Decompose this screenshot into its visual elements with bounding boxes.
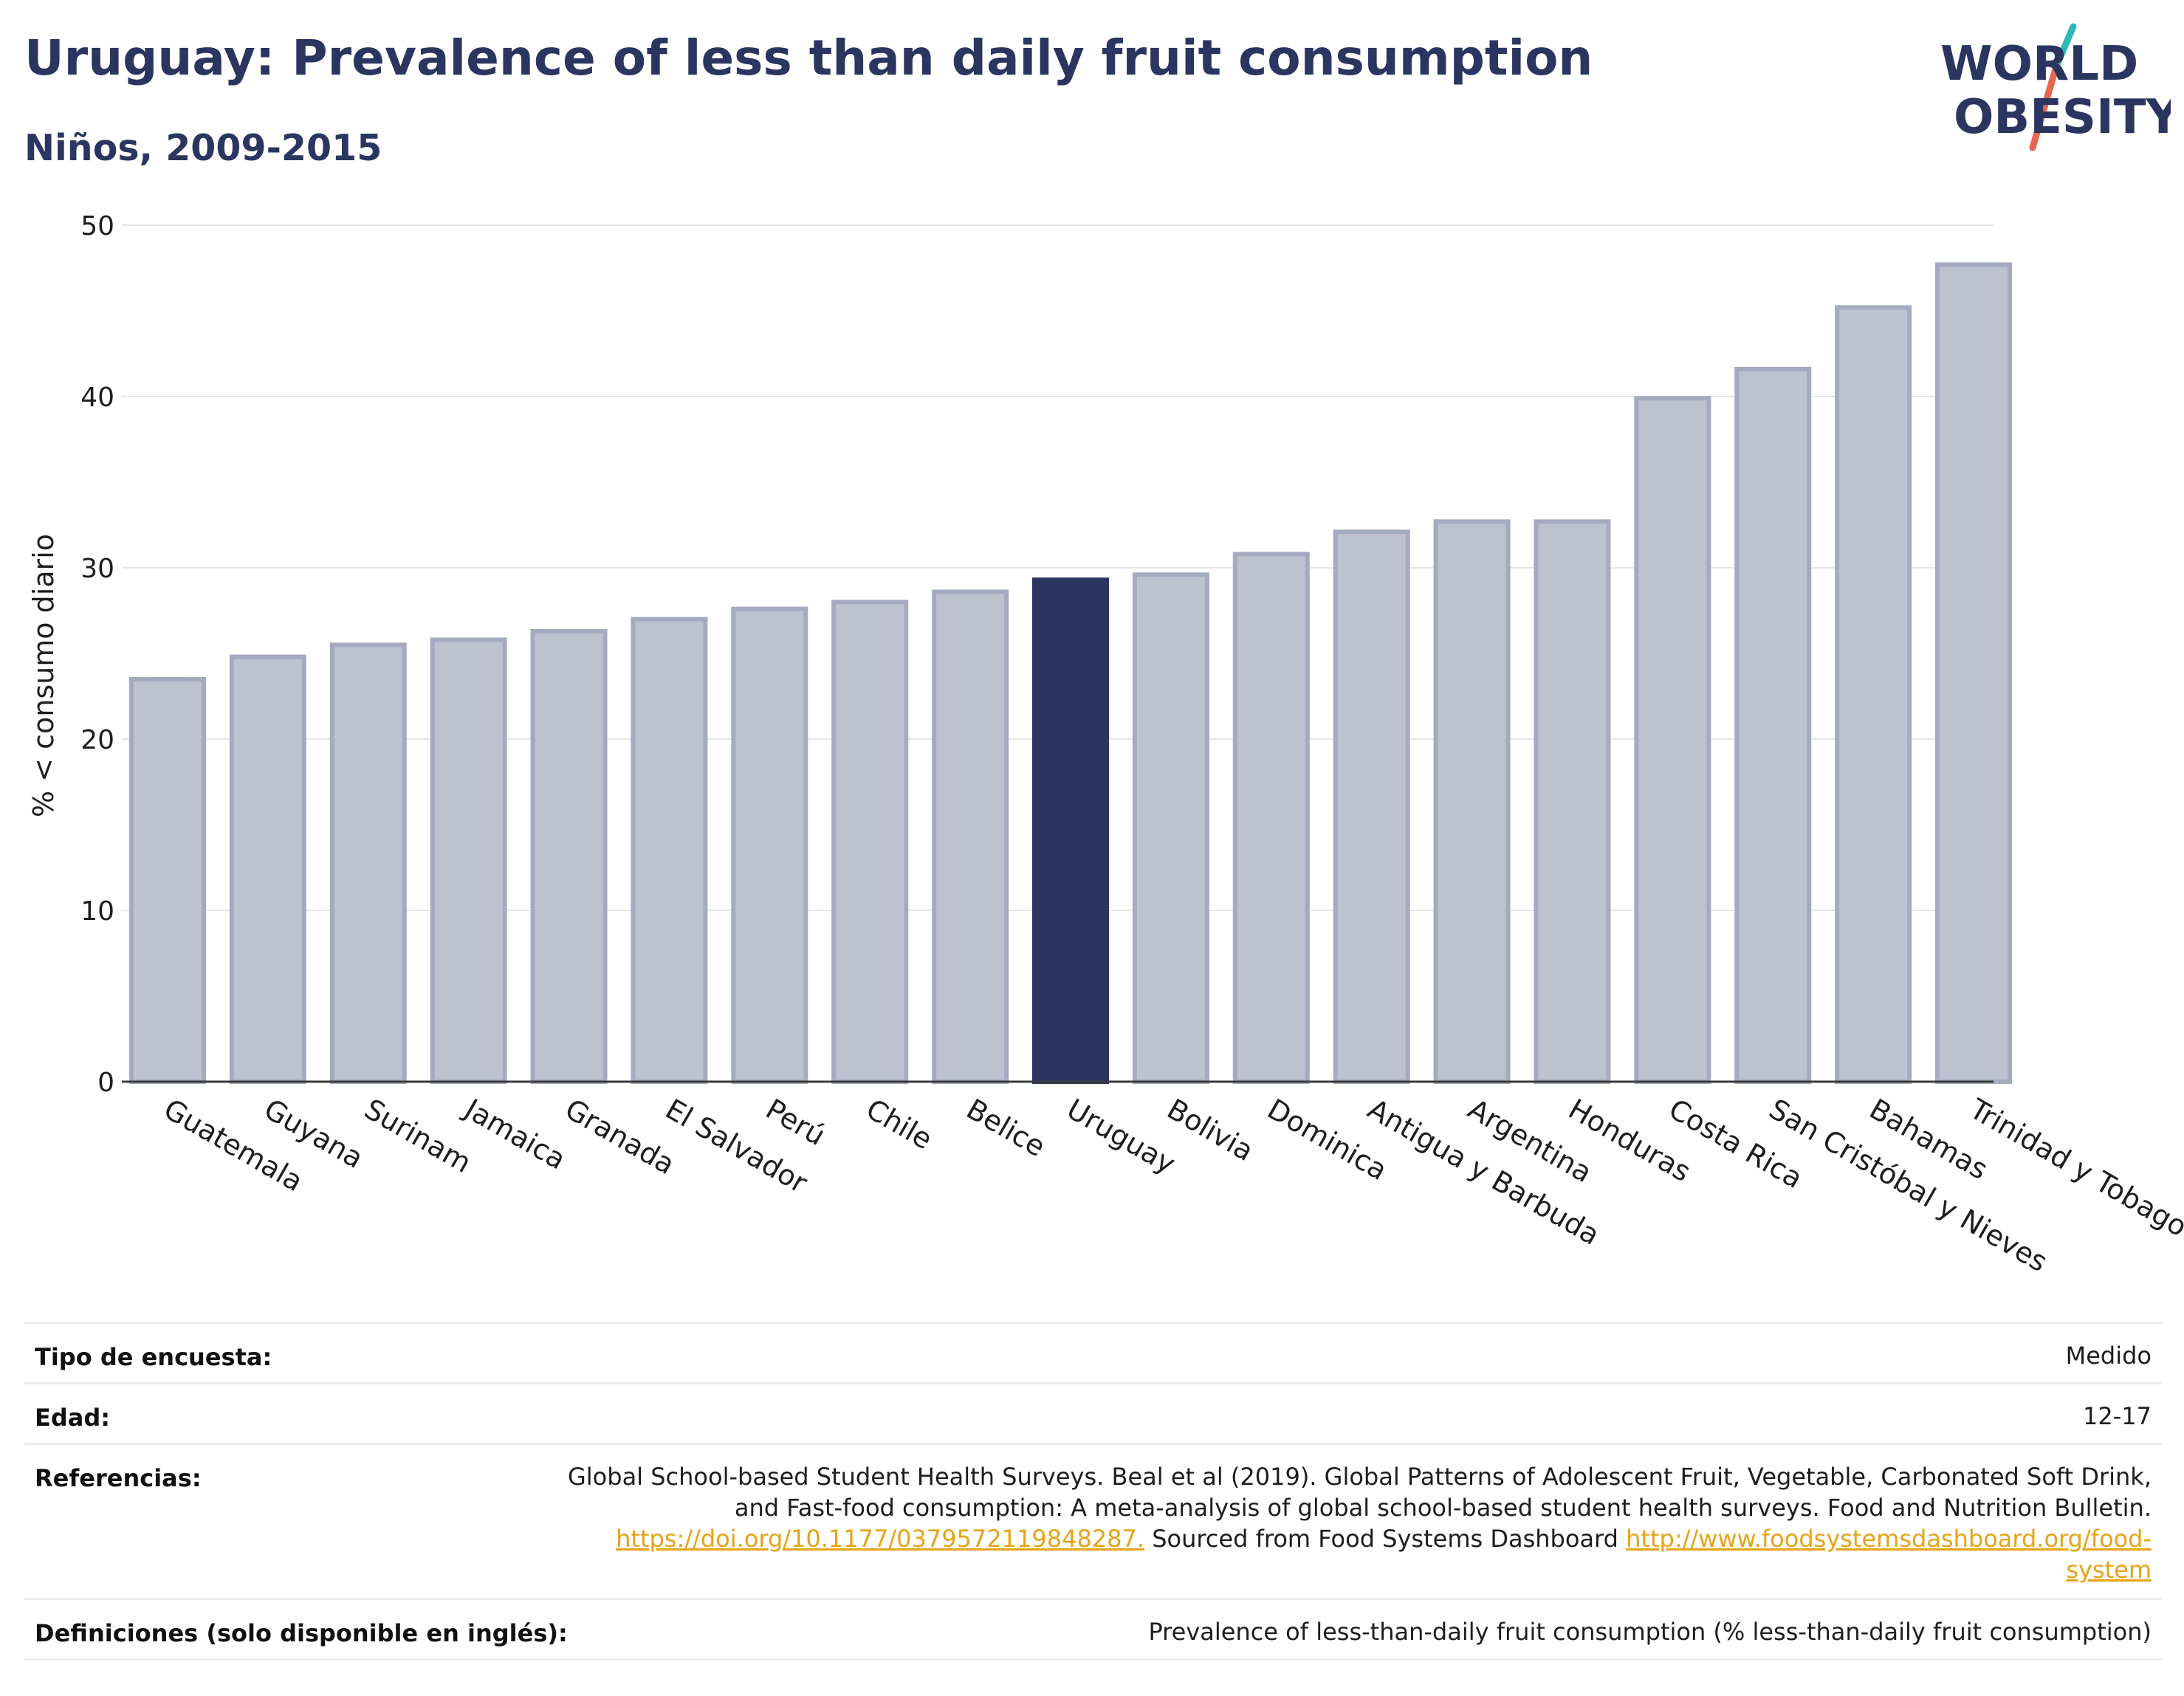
bar-trinidad-y-tobago — [1935, 262, 2012, 1084]
references-line3: https://doi.org/10.1177/0379572119848287… — [453, 1523, 2152, 1554]
bar-surinam — [329, 642, 407, 1084]
x-tick-label: Perú — [760, 1093, 831, 1152]
info-label: Tipo de encuesta: — [35, 1343, 272, 1371]
y-tick-label: 40 — [80, 382, 114, 413]
info-row-references: Referencias: Global School-based Student… — [24, 1443, 2162, 1600]
y-tick-label: 0 — [97, 1068, 114, 1098]
x-tick-label: Jamaica — [458, 1092, 571, 1176]
bar-guyana — [229, 654, 306, 1084]
references-line1: Global School-based Student Health Surve… — [567, 1463, 2152, 1491]
bar-belice — [932, 589, 1009, 1084]
bar-antigua-y-barbuda — [1333, 529, 1410, 1084]
doi-link[interactable]: https://doi.org/10.1177/0379572119848287… — [616, 1525, 1145, 1553]
bar-argentina — [1433, 519, 1511, 1084]
references-value: Global School-based Student Health Surve… — [453, 1461, 2152, 1585]
info-row-age: Edad: 12-17 — [24, 1382, 2162, 1445]
info-value: 12-17 — [2083, 1402, 2152, 1430]
bar-per- — [731, 606, 808, 1084]
bar-honduras — [1534, 519, 1611, 1084]
bar-guatemala — [129, 676, 206, 1084]
bar-costa-rica — [1634, 396, 1711, 1084]
dashboard-link[interactable]: http://www.foodsystemsdashboard.org/food… — [1626, 1525, 2152, 1553]
y-tick-labels: 0 10 20 30 40 50 — [80, 211, 114, 1098]
info-row-survey-type: Tipo de encuesta: Medido — [24, 1322, 2162, 1384]
logo-line2: OBESITY — [1954, 90, 2171, 145]
y-tick-label: 20 — [80, 725, 114, 755]
x-tick-label: Granada — [560, 1093, 680, 1181]
bar-chile — [831, 600, 909, 1084]
dashboard-link-cont[interactable]: system — [2066, 1556, 2152, 1584]
bar-san-crist-bal-y-nieves — [1734, 366, 1812, 1084]
bars — [129, 262, 2012, 1084]
page-subtitle: Niños, 2009-2015 — [24, 127, 382, 169]
bar-bolivia — [1132, 572, 1209, 1084]
bar-dominica — [1232, 552, 1310, 1084]
bar-jamaica — [430, 637, 507, 1084]
logo-line1: WORLD — [1940, 37, 2138, 92]
x-tick-label: Uruguay — [1062, 1093, 1181, 1181]
page-title: Uruguay: Prevalence of less than daily f… — [24, 30, 1593, 86]
x-tick-label: Belice — [961, 1093, 1051, 1164]
info-value: Prevalence of less-than-daily fruit cons… — [1148, 1618, 2152, 1646]
y-tick-label: 10 — [80, 896, 114, 927]
bar-el-salvador — [631, 617, 708, 1084]
info-table-end — [24, 1658, 2162, 1661]
x-tick-label: Surinam — [359, 1093, 477, 1179]
bar-chart: 0 10 20 30 40 50 GuatemalaGuyanaSurinamJamaic… — [27, 211, 2184, 1279]
info-row-definitions: Definiciones (solo disponible en inglés)… — [24, 1598, 2162, 1661]
x-tick-label: Chile — [861, 1093, 938, 1156]
info-value: Medido — [2065, 1342, 2152, 1370]
bar-bahamas — [1835, 305, 1912, 1084]
info-label: Referencias: — [35, 1464, 202, 1492]
info-label: Definiciones (solo disponible en inglés)… — [35, 1619, 568, 1647]
bar-granada — [530, 628, 608, 1084]
y-tick-label: 50 — [80, 211, 114, 241]
bar-uruguay — [1032, 577, 1109, 1084]
references-line2: and Fast-food consumption: A meta-analys… — [734, 1494, 2152, 1522]
info-label: Edad: — [35, 1404, 111, 1432]
y-tick-label: 30 — [80, 554, 114, 584]
world-obesity-logo: WORLD OBESITY — [1940, 23, 2171, 151]
y-axis-label: % < consumo diario — [27, 534, 60, 817]
references-mid-text: Sourced from Food Systems Dashboard — [1144, 1525, 1627, 1553]
logo-slash-bottom — [2029, 63, 2060, 151]
logo-slash-top — [2053, 23, 2077, 70]
